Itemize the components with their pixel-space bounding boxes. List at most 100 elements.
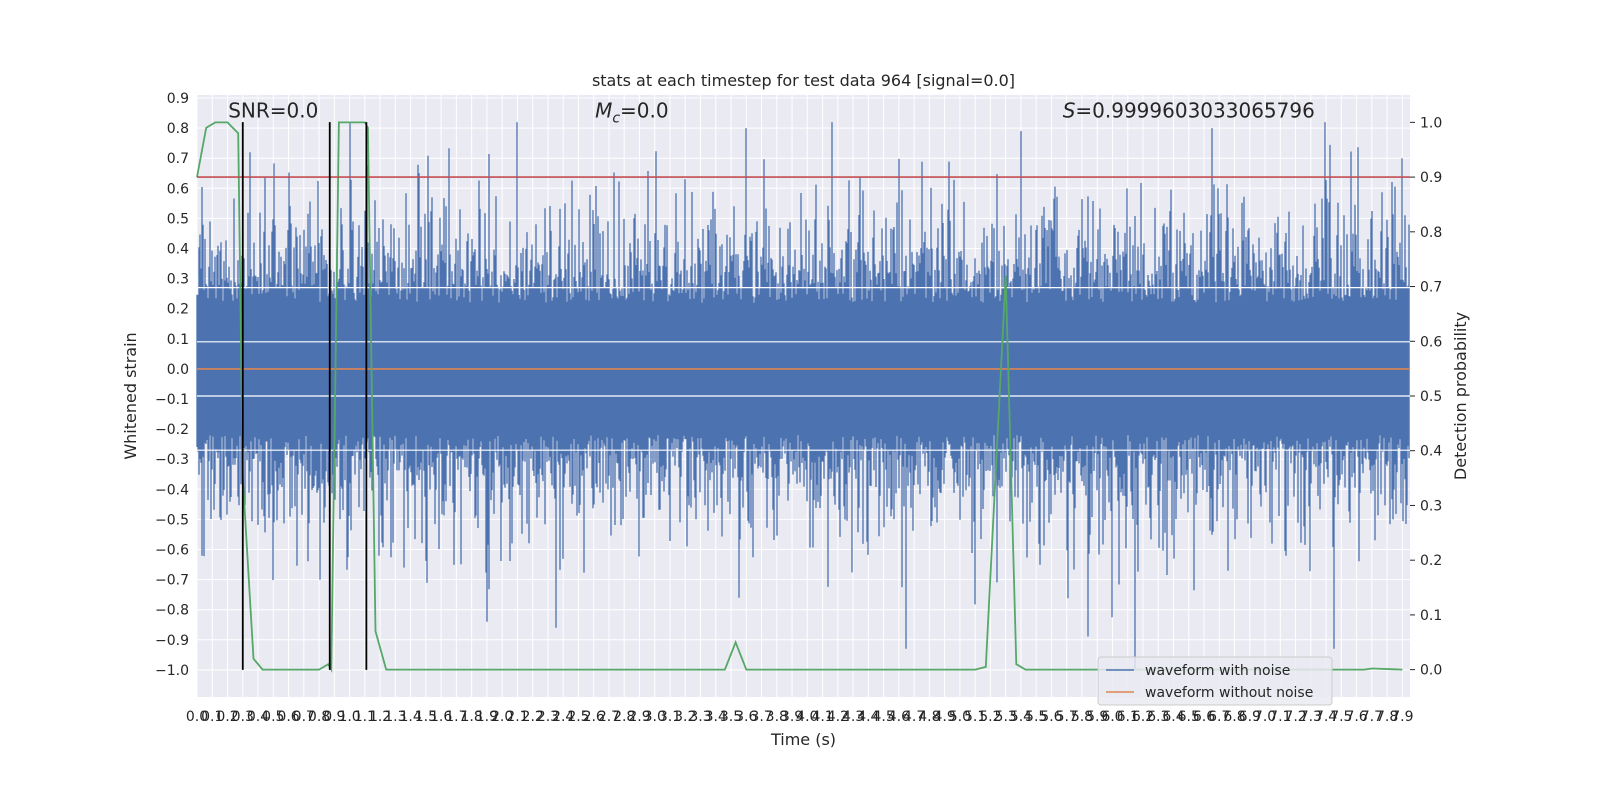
y-right-axis-label: Detection probability (1451, 312, 1470, 480)
x-tick-label: 6.4 (1162, 709, 1184, 725)
x-tick-label: 4.6 (888, 709, 910, 725)
x-tick-label: 4.2 (827, 709, 849, 725)
series-layer (196, 121, 1410, 673)
y-tick-label: 0.1 (167, 332, 189, 348)
mc-symbol: M (595, 99, 612, 123)
x-tick-label: 1.0 (338, 709, 360, 725)
y-tick-label: −0.7 (155, 573, 189, 589)
x-tick-label: 4.1 (811, 709, 833, 725)
x-tick-label: 5.2 (979, 709, 1001, 725)
y-tick-label: 0.7 (167, 151, 189, 167)
x-tick-label: 1.5 (415, 709, 437, 725)
x-tick-label: 0.1 (201, 709, 223, 725)
chirp-mass-annotation: Mc=0.0 (595, 99, 669, 127)
x-tick-label: 0.4 (247, 709, 269, 725)
x-tick-label: 3.0 (644, 709, 666, 725)
annotations: SNR=0.0 Mc=0.0 S=0.9999603033065796 (228, 99, 1315, 127)
y-tick-label: −0.6 (155, 543, 189, 559)
legend-label-clean: waveform without noise (1145, 685, 1313, 701)
legend-label-noise: waveform with noise (1145, 663, 1290, 679)
x-tick-label: 7.3 (1300, 709, 1322, 725)
chart-title: stats at each timestep for test data 964… (592, 71, 1015, 90)
y-right-tick-label: 0.7 (1420, 280, 1442, 296)
y-tick-label: 0.4 (167, 242, 189, 258)
x-tick-label: 2.9 (628, 709, 650, 725)
x-tick-label: 0.7 (293, 709, 315, 725)
x-tick-label: 6.3 (1147, 709, 1169, 725)
x-tick-label: 3.1 (659, 709, 681, 725)
x-tick-label: 0.9 (323, 709, 345, 725)
x-tick-label: 6.8 (1223, 709, 1245, 725)
x-tick-label: 1.7 (445, 709, 467, 725)
x-tick-label: 5.5 (1025, 709, 1047, 725)
y-tick-label: 0.0 (167, 362, 189, 378)
y-tick-label: −0.4 (155, 482, 189, 498)
y-tick-label: 0.5 (167, 211, 189, 227)
y-axis-label: Whitened strain (121, 332, 140, 459)
x-tick-label: 5.8 (1071, 709, 1093, 725)
y-tick-labels: 0.9 0.8 0.7 0.6 0.5 0.4 0.3 0.2 0.1 0.0 −0.1 −0.2 −0… (155, 91, 189, 679)
x-tick-label: 7.1 (1269, 709, 1291, 725)
x-tick-label: 6.2 (1132, 709, 1154, 725)
y-right-tick-label: 0.5 (1420, 389, 1442, 405)
x-tick-label: 6.5 (1178, 709, 1200, 725)
y-right-tick-label: 0.1 (1420, 608, 1442, 624)
y-tick-label: 0.8 (167, 121, 189, 137)
x-tick-label: 3.8 (766, 709, 788, 725)
score-annotation: S=0.9999603033065796 (1063, 99, 1315, 123)
y-right-tick-label: 0.9 (1420, 170, 1442, 186)
y-tick-label: 0.2 (167, 302, 189, 318)
mc-value: =0.0 (620, 99, 669, 123)
y-tick-label: −0.5 (155, 512, 189, 528)
y-right-tick-label: 0.2 (1420, 553, 1442, 569)
x-tick-label: 5.0 (949, 709, 971, 725)
x-tick-label: 3.9 (781, 709, 803, 725)
x-tick-label: 0.5 (262, 709, 284, 725)
x-tick-label: 0.3 (232, 709, 254, 725)
x-tick-label: 2.6 (583, 709, 605, 725)
s-value: =0.9999603033065796 (1075, 99, 1314, 123)
y-tick-label: 0.6 (167, 181, 189, 197)
x-tick-label: 4.8 (918, 709, 940, 725)
x-tick-label: 1.2 (369, 709, 391, 725)
x-tick-label: 7.2 (1284, 709, 1306, 725)
y-tick-label: −0.1 (155, 392, 189, 408)
x-tick-label: 5.3 (995, 709, 1017, 725)
x-tick-label: 7.8 (1376, 709, 1398, 725)
x-tick-label: 1.8 (461, 709, 483, 725)
x-tick-label: 6.1 (1117, 709, 1139, 725)
x-tick-label: 3.5 (720, 709, 742, 725)
x-tick-label: 7.6 (1345, 709, 1367, 725)
x-tick-label: 2.1 (506, 709, 528, 725)
snr-annotation: SNR=0.0 (228, 99, 318, 123)
s-symbol: S (1063, 99, 1076, 123)
x-tick-label: 0.6 (277, 709, 299, 725)
x-tick-label: 4.0 (796, 709, 818, 725)
y-right-tick-labels: 1.0 0.9 0.8 0.7 0.6 0.5 0.4 0.3 0.2 0.1 0.0 (1410, 115, 1442, 679)
y-right-tick-label: 0.3 (1420, 498, 1442, 514)
y-tick-label: −0.9 (155, 633, 189, 649)
x-tick-label: 1.3 (384, 709, 406, 725)
x-tick-label: 3.3 (689, 709, 711, 725)
x-tick-label: 2.3 (537, 709, 559, 725)
y-tick-label: 0.3 (167, 272, 189, 288)
x-tick-label: 2.5 (567, 709, 589, 725)
x-tick-label: 2.0 (491, 709, 513, 725)
y-tick-label: −1.0 (155, 663, 189, 679)
y-right-tick-label: 0.8 (1420, 225, 1442, 241)
vline-layer (241, 122, 368, 670)
x-tick-label: 2.4 (552, 709, 574, 725)
x-tick-label: 3.7 (750, 709, 772, 725)
y-right-tick-label: 1.0 (1420, 115, 1442, 131)
y-tick-label: 0.9 (167, 91, 189, 107)
x-tick-label: 5.1 (964, 709, 986, 725)
x-tick-label: 5.6 (1040, 709, 1062, 725)
x-tick-label: 3.6 (735, 709, 757, 725)
x-tick-label: 2.8 (613, 709, 635, 725)
legend-box (1097, 656, 1333, 706)
x-axis-label: Time (s) (770, 730, 836, 749)
x-tick-label: 2.7 (598, 709, 620, 725)
x-tick-label: 6.9 (1239, 709, 1261, 725)
x-tick-label: 7.0 (1254, 709, 1276, 725)
